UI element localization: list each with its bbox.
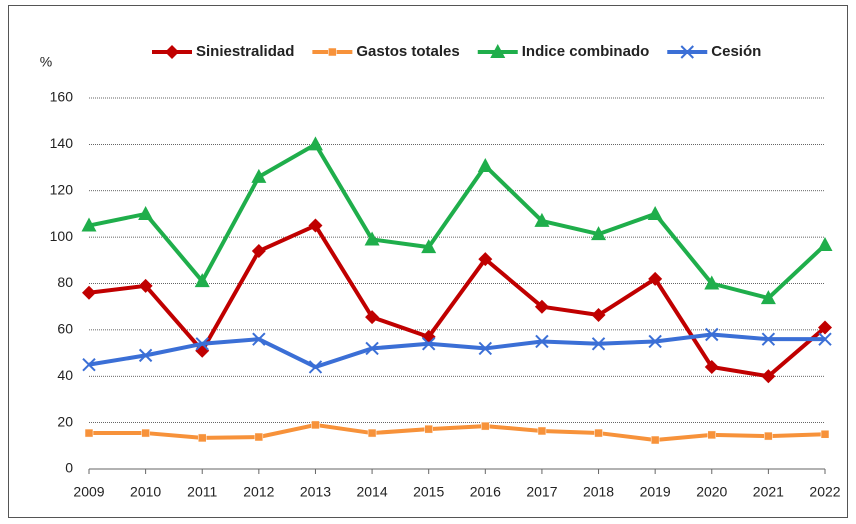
y-tick-label: 100 — [50, 228, 74, 244]
marker — [704, 359, 719, 374]
y-tick-label: 160 — [50, 89, 74, 105]
marker — [311, 420, 320, 430]
marker — [138, 205, 154, 220]
y-tick-label: 80 — [57, 274, 73, 290]
marker — [82, 285, 96, 300]
marker — [252, 332, 266, 346]
marker — [194, 273, 210, 288]
marker — [534, 299, 549, 314]
x-tick-label: 2020 — [696, 484, 727, 500]
legend-label: Gastos totales — [356, 43, 459, 60]
marker — [307, 136, 323, 151]
marker — [308, 218, 323, 233]
x-tick-label: 2019 — [640, 484, 671, 500]
x-tick-label: 2010 — [130, 484, 161, 500]
x-tick-label: 2011 — [187, 484, 217, 500]
marker — [424, 424, 433, 434]
marker — [761, 369, 776, 384]
marker — [365, 310, 380, 325]
marker — [647, 205, 663, 220]
marker — [251, 244, 266, 259]
x-tick-label: 2012 — [243, 484, 274, 500]
series-line — [89, 422, 826, 443]
y-tick-label: 40 — [57, 367, 73, 383]
marker — [328, 47, 337, 57]
y-tick-label: 120 — [50, 181, 74, 197]
marker — [591, 226, 607, 241]
marker — [254, 432, 264, 442]
series-line — [88, 223, 827, 379]
x-tick-label: 2013 — [300, 484, 331, 500]
marker — [251, 168, 267, 183]
marker — [138, 348, 153, 363]
marker — [818, 320, 832, 335]
marker — [650, 435, 660, 445]
marker — [761, 332, 776, 346]
legend-label: Siniestralidad — [196, 43, 294, 60]
marker — [477, 157, 493, 172]
marker — [534, 212, 550, 227]
x-tick-label: 2018 — [583, 484, 614, 500]
marker — [820, 429, 830, 439]
y-tick-label: 140 — [50, 135, 74, 151]
marker — [760, 290, 776, 305]
marker — [591, 308, 606, 323]
marker — [704, 275, 720, 290]
marker — [817, 237, 833, 252]
x-tick-label: 2014 — [356, 484, 387, 500]
marker — [705, 327, 719, 342]
x-tick-label: 2022 — [809, 484, 840, 500]
marker — [481, 421, 490, 431]
x-tick-label: 2021 — [753, 484, 784, 500]
marker — [537, 426, 547, 436]
marker — [535, 334, 549, 349]
marker — [138, 278, 153, 293]
x-tick-label: 2017 — [526, 484, 557, 500]
marker — [421, 239, 437, 254]
x-tick-label: 2009 — [73, 484, 104, 500]
marker — [594, 428, 603, 438]
marker — [707, 430, 717, 440]
series-line — [88, 142, 827, 301]
marker — [195, 337, 209, 351]
y-tick-label: 60 — [57, 321, 73, 337]
legend-label: Indice combinado — [522, 43, 650, 60]
marker — [165, 45, 179, 59]
chart-border — [8, 5, 848, 518]
marker — [818, 332, 832, 346]
x-tick-label: 2016 — [470, 484, 501, 500]
marker — [367, 428, 377, 438]
marker — [421, 337, 436, 351]
marker — [82, 357, 96, 372]
marker — [478, 341, 493, 356]
marker — [197, 433, 207, 443]
marker — [680, 45, 694, 59]
marker — [84, 428, 94, 438]
marker — [365, 341, 379, 356]
marker — [81, 217, 97, 232]
marker — [141, 428, 150, 438]
marker — [764, 431, 773, 441]
marker — [364, 231, 380, 246]
x-tick-label: 2015 — [413, 484, 444, 500]
marker — [490, 44, 506, 58]
series-line — [88, 332, 825, 369]
marker — [648, 271, 663, 286]
y-tick-label: 0 — [65, 460, 73, 476]
marker — [648, 334, 662, 349]
marker — [478, 252, 493, 267]
y-axis-label: % — [40, 54, 52, 70]
legend-label: Cesión — [711, 43, 761, 60]
marker — [591, 337, 606, 351]
y-tick-label: 20 — [57, 413, 73, 429]
marker — [308, 360, 323, 374]
